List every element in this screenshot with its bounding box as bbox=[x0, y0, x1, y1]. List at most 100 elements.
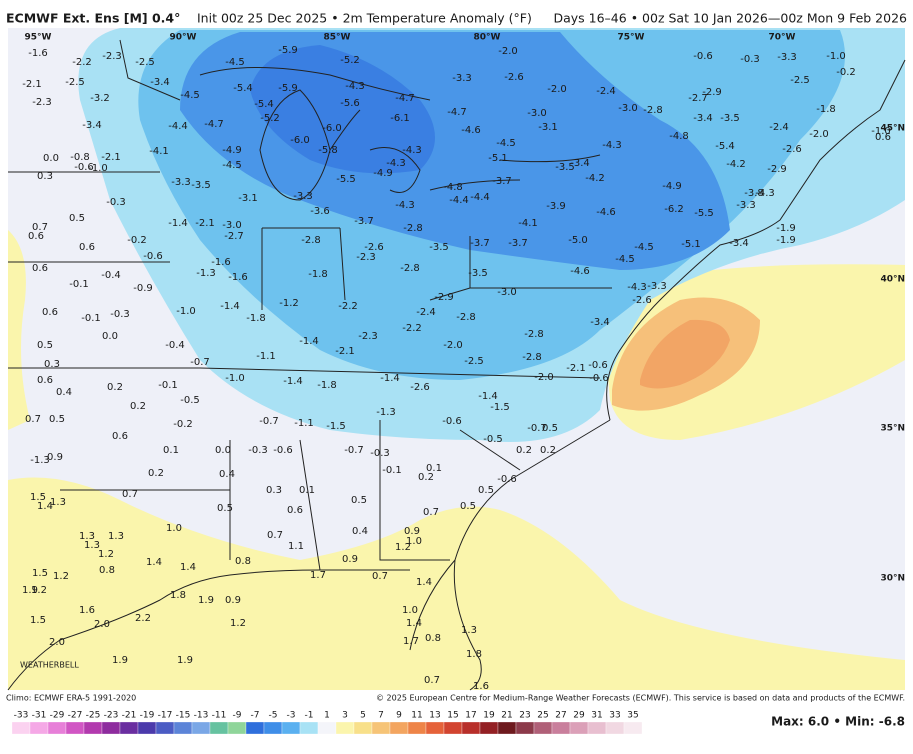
station-value: -1.8 bbox=[816, 104, 836, 115]
colorbar-swatch bbox=[515, 721, 535, 735]
station-value: -5.0 bbox=[568, 235, 588, 246]
gulf-coastline bbox=[7, 419, 611, 691]
warm-area-west bbox=[8, 230, 30, 430]
station-value: 1.4 bbox=[180, 562, 196, 573]
station-value: -2.2 bbox=[338, 301, 358, 312]
station-value: -0.9 bbox=[133, 283, 153, 294]
colorbar-swatch bbox=[47, 721, 67, 735]
station-value: -0.3 bbox=[248, 445, 268, 456]
lon-label: 80°W bbox=[474, 33, 501, 43]
lat-label: 30°N bbox=[880, 574, 905, 584]
station-value: 1.0 bbox=[406, 536, 422, 547]
station-value: -1.5 bbox=[490, 402, 510, 413]
station-value: -2.8 bbox=[524, 329, 544, 340]
station-value: -2.1 bbox=[195, 218, 215, 229]
station-value: -2.1 bbox=[101, 152, 121, 163]
station-value: -0.5 bbox=[180, 395, 200, 406]
station-value: 0.9 bbox=[404, 526, 420, 537]
colorbar-tick: 9 bbox=[396, 711, 402, 721]
station-value: -4.6 bbox=[461, 125, 481, 136]
station-value: -0.1 bbox=[158, 380, 178, 391]
station-value: 1.2 bbox=[31, 585, 47, 596]
colorbar-tick: -5 bbox=[269, 711, 278, 721]
station-value: -2.4 bbox=[416, 307, 436, 318]
station-value: -4.4 bbox=[449, 195, 469, 206]
station-value: -3.5 bbox=[191, 180, 211, 191]
colorbar-tick: 27 bbox=[555, 711, 566, 721]
station-value: 0.6 bbox=[287, 505, 303, 516]
station-value: -5.9 bbox=[278, 83, 298, 94]
colorbar-tick: 7 bbox=[378, 711, 384, 721]
station-value: 1.8 bbox=[170, 590, 186, 601]
station-value: -3.0 bbox=[618, 103, 638, 114]
station-value: -5.4 bbox=[233, 83, 253, 94]
station-value: -1.9 bbox=[776, 235, 796, 246]
station-value: -2.8 bbox=[522, 352, 542, 363]
station-value: -4.3 bbox=[402, 145, 422, 156]
station-value: -2.0 bbox=[547, 84, 567, 95]
station-value: -3.2 bbox=[90, 93, 110, 104]
station-value: 1.9 bbox=[198, 595, 214, 606]
station-value: 0.3 bbox=[266, 485, 282, 496]
station-value: 1.8 bbox=[466, 649, 482, 660]
station-value: -0.3 bbox=[370, 448, 390, 459]
colorbar-tick: 21 bbox=[501, 711, 512, 721]
station-value: -2.2 bbox=[72, 57, 92, 68]
station-value: -3.5 bbox=[720, 113, 740, 124]
station-value: 2.2 bbox=[135, 613, 151, 624]
station-value: 0.5 bbox=[217, 503, 233, 514]
colorbar-tick: -17 bbox=[158, 711, 173, 721]
station-value: 1.7 bbox=[310, 570, 326, 581]
colorbar-tick: 17 bbox=[465, 711, 476, 721]
coldest-area bbox=[250, 45, 435, 174]
station-value: -3.8 bbox=[744, 188, 764, 199]
station-value: -2.8 bbox=[301, 235, 321, 246]
colorbar-swatch bbox=[263, 721, 283, 735]
station-value: -1.4 bbox=[283, 376, 303, 387]
station-value: 0.6 bbox=[875, 132, 891, 143]
station-value: 0.5 bbox=[69, 213, 85, 224]
station-value: -1.4 bbox=[220, 301, 240, 312]
map-boundaries bbox=[7, 39, 906, 691]
colorbar-swatch bbox=[11, 721, 31, 735]
station-value: -0.7 bbox=[259, 416, 279, 427]
colorbar-tick: -27 bbox=[68, 711, 83, 721]
lon-label: 85°W bbox=[324, 33, 351, 43]
colorbar-swatch bbox=[497, 721, 517, 735]
station-value: 0.1 bbox=[426, 463, 442, 474]
station-value: -1.2 bbox=[279, 298, 299, 309]
station-value: 1.3 bbox=[461, 625, 477, 636]
station-value: 0.2 bbox=[148, 468, 164, 479]
station-value: 1.5 bbox=[32, 568, 48, 579]
station-value: 1.7 bbox=[403, 636, 419, 647]
colorbar-swatch bbox=[191, 721, 211, 735]
station-value: -2.5 bbox=[65, 77, 85, 88]
station-value: -4.6 bbox=[570, 266, 590, 277]
station-value: -3.4 bbox=[729, 238, 749, 249]
station-value: -1.4 bbox=[299, 336, 319, 347]
colorbar-tick: -11 bbox=[212, 711, 227, 721]
station-value: 0.7 bbox=[424, 675, 440, 686]
colorbar-tick: -25 bbox=[86, 711, 101, 721]
copyright: © 2025 European Centre for Medium-Range … bbox=[376, 694, 905, 703]
colorbar-tick: 11 bbox=[411, 711, 422, 721]
colorbar-swatch bbox=[29, 721, 49, 735]
station-value: 1.9 bbox=[22, 585, 38, 596]
station-value: 0.5 bbox=[49, 414, 65, 425]
station-value: 0.7 bbox=[423, 507, 439, 518]
init-line: Init 00z 25 Dec 2025 • 2m Temperature An… bbox=[197, 11, 532, 26]
station-value: -3.4 bbox=[693, 113, 713, 124]
station-value: 1.6 bbox=[79, 605, 95, 616]
station-value: 0.3 bbox=[37, 171, 53, 182]
colorbar-swatch bbox=[389, 721, 409, 735]
station-value: 1.3 bbox=[50, 497, 66, 508]
colorbar-swatch bbox=[155, 721, 175, 735]
colorbar-tick: 25 bbox=[537, 711, 548, 721]
station-value: -2.8 bbox=[400, 263, 420, 274]
east-coastline bbox=[606, 59, 906, 421]
station-value: -1.0 bbox=[176, 306, 196, 317]
station-value: -0.6 bbox=[74, 162, 94, 173]
colorbar-swatch bbox=[533, 721, 553, 735]
station-value: -2.8 bbox=[643, 105, 663, 116]
colorbar-tick: 13 bbox=[429, 711, 440, 721]
